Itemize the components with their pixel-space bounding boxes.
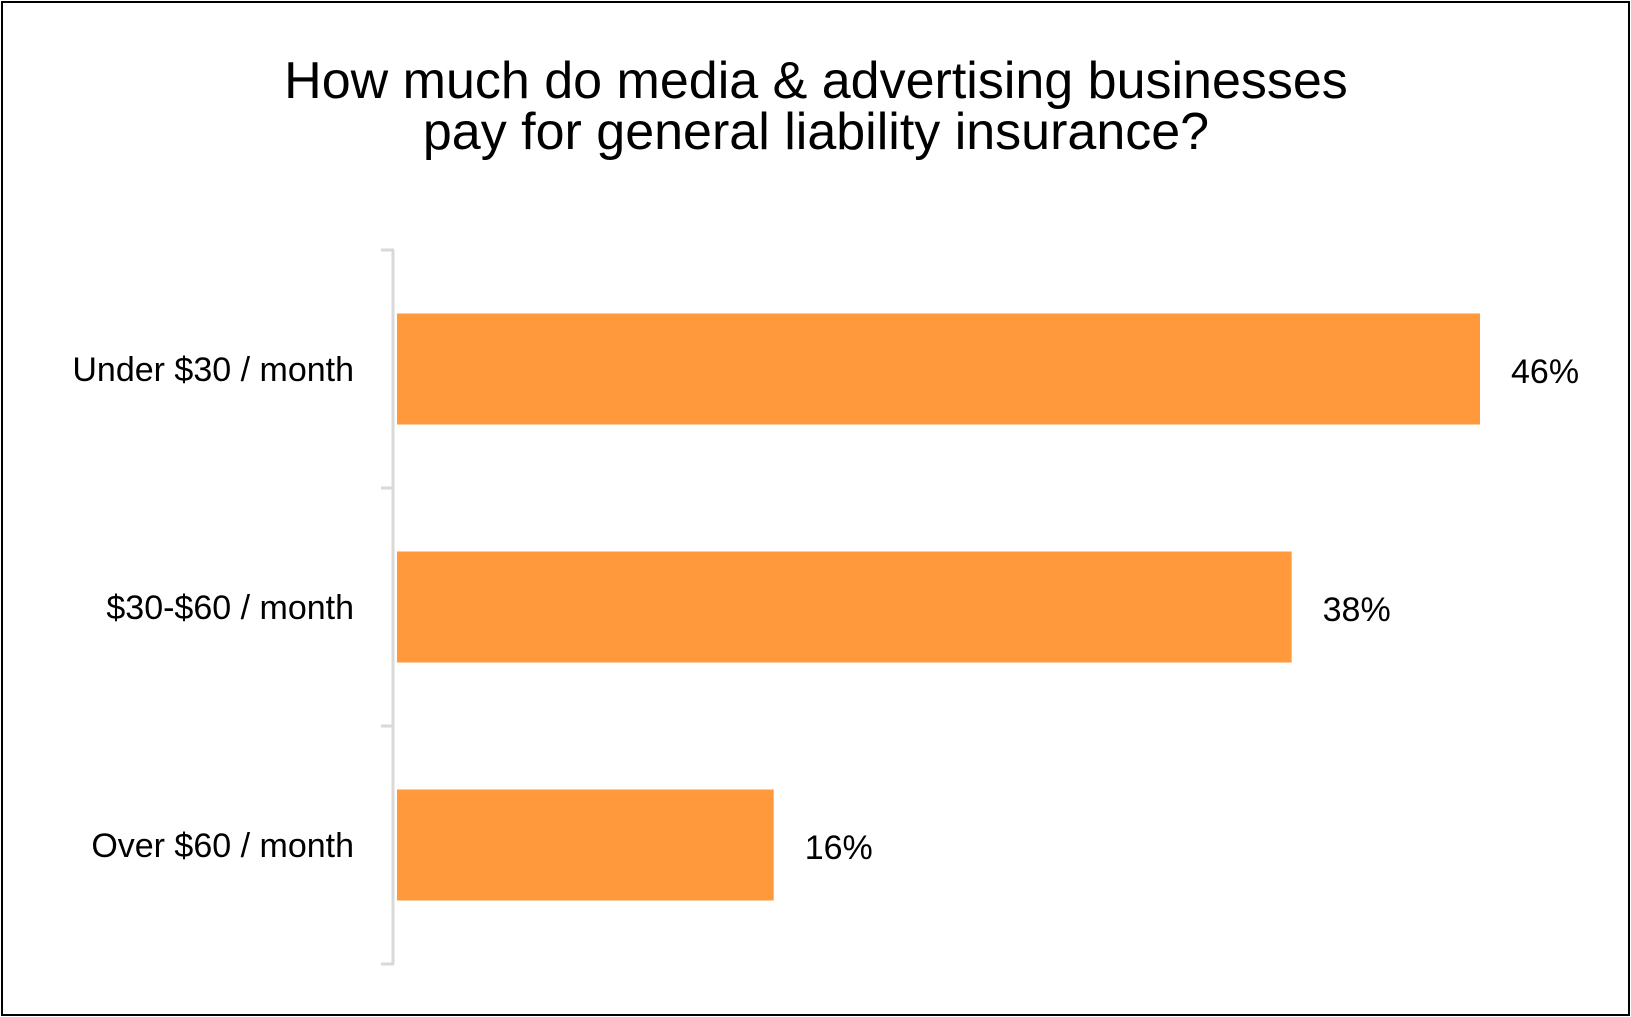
category-label: Under $30 / month xyxy=(72,351,354,389)
chart-title-line-2: pay for general liability insurance? xyxy=(423,103,1209,161)
chart-title-line-1: How much do media & advertising business… xyxy=(284,52,1348,110)
data-label: 16% xyxy=(805,829,873,867)
bar xyxy=(397,551,1292,663)
category-axis xyxy=(381,248,395,966)
data-label: 46% xyxy=(1511,353,1579,391)
bar xyxy=(397,789,774,901)
category-label: $30-$60 / month xyxy=(106,589,354,627)
bar xyxy=(397,313,1480,425)
category-label: Over $60 / month xyxy=(91,827,354,865)
data-label: 38% xyxy=(1323,591,1391,629)
